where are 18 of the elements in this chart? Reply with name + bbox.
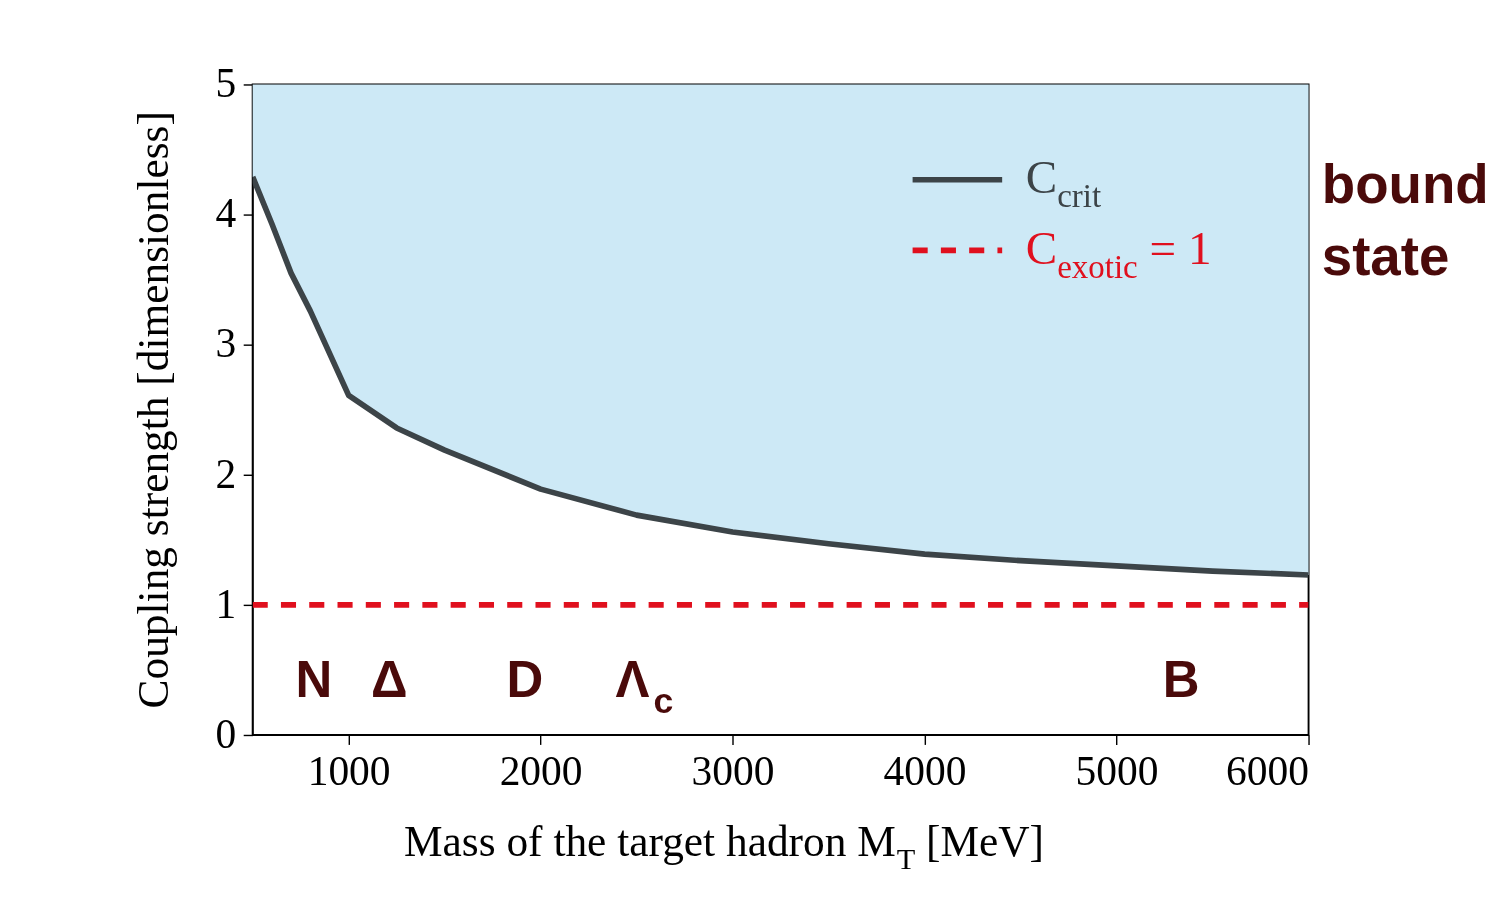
- y-tick-label: 1: [215, 580, 237, 627]
- text: bound state: [1321, 153, 1489, 287]
- annotation: N: [295, 651, 333, 709]
- x-tick-label: 6000: [1226, 748, 1310, 795]
- annotation: D: [506, 651, 544, 709]
- x-tick-label: 5000: [1075, 748, 1159, 795]
- y-axis-title: Coupling strength [dimensionless]: [128, 111, 177, 709]
- annotation: Δ: [370, 651, 408, 709]
- y-tick-label: 0: [215, 710, 237, 757]
- y-tick-label: 4: [215, 190, 237, 237]
- x-tick-label: 2000: [499, 748, 583, 795]
- y-tick-label: 5: [215, 60, 237, 107]
- y-tick-label: 2: [215, 450, 237, 497]
- x-tick-label: 1000: [307, 748, 391, 795]
- x-tick-label: 3000: [691, 748, 775, 795]
- annotation: B: [1162, 651, 1200, 709]
- x-tick-label: 4000: [883, 748, 967, 795]
- y-tick-label: 3: [215, 320, 237, 367]
